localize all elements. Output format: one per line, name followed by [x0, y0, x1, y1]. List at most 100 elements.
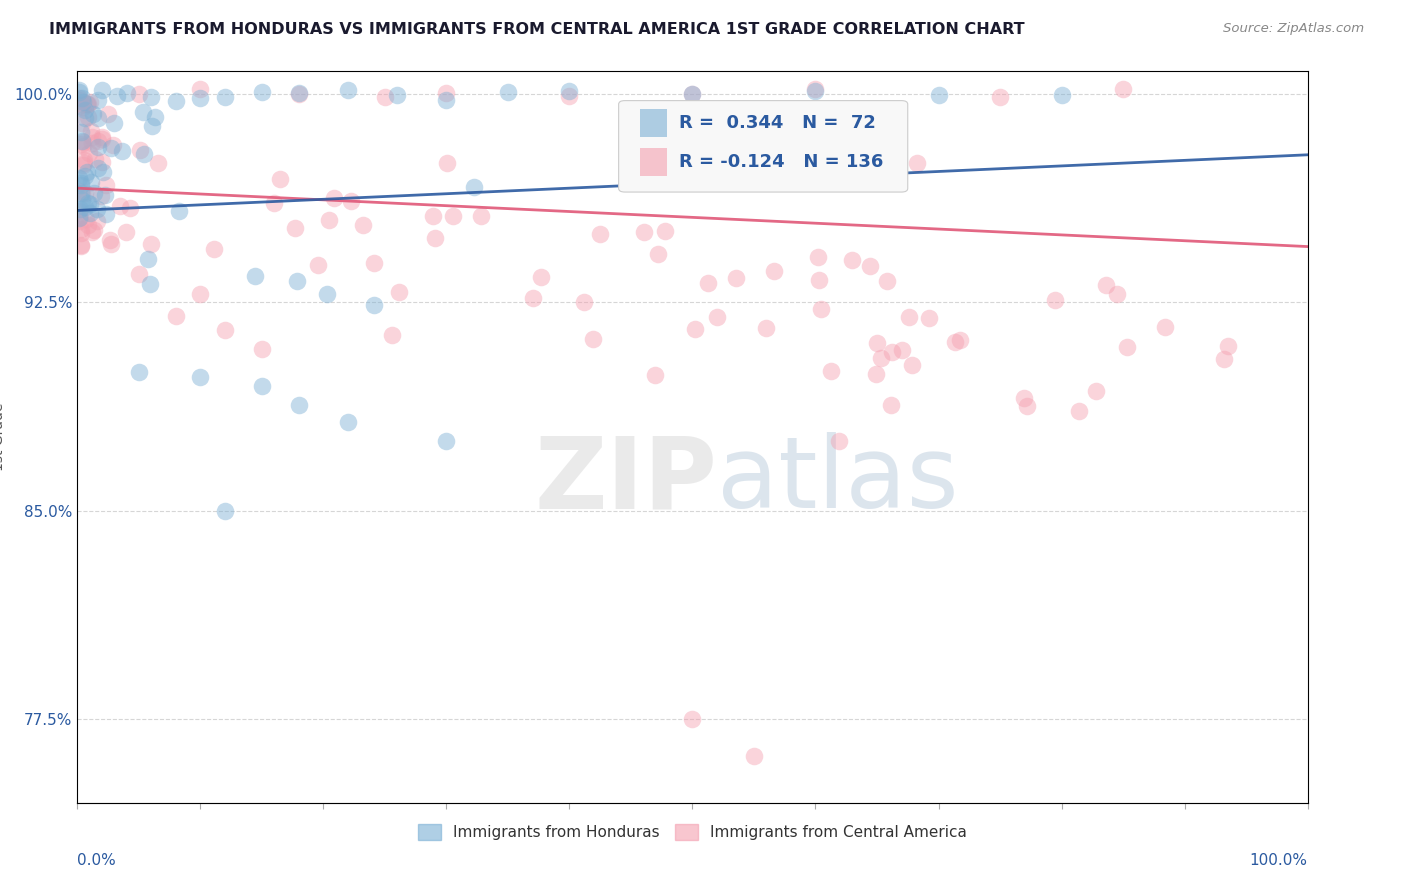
Point	[82, 136, 104, 151]
Point	[70, 97, 93, 112]
Point	[307, 258, 329, 272]
Point	[114, 225, 136, 239]
Point	[75, 200, 97, 214]
Point	[129, 144, 152, 158]
Point	[67, 203, 90, 218]
Point	[98, 233, 121, 247]
Point	[901, 358, 924, 372]
Point	[388, 285, 411, 300]
Legend: Immigrants from Honduras, Immigrants from Central America: Immigrants from Honduras, Immigrants fro…	[412, 818, 973, 847]
Point	[422, 209, 444, 223]
Point	[558, 84, 581, 98]
Point	[67, 85, 90, 99]
Point	[898, 310, 921, 324]
Point	[250, 378, 273, 392]
Point	[72, 135, 94, 149]
Text: 100.0%: 100.0%	[1250, 853, 1308, 868]
Bar	[640, 110, 666, 137]
Point	[1112, 81, 1135, 95]
Point	[876, 274, 898, 288]
Point	[807, 250, 830, 264]
Point	[128, 365, 150, 379]
Point	[148, 156, 170, 170]
Point	[72, 101, 94, 115]
Point	[706, 310, 728, 324]
Point	[75, 111, 97, 125]
Point	[75, 211, 97, 226]
Point	[82, 129, 104, 144]
Point	[70, 221, 93, 235]
Point	[589, 227, 612, 241]
Point	[214, 90, 236, 104]
Point	[76, 195, 98, 210]
Point	[80, 175, 103, 189]
Point	[87, 111, 110, 125]
Point	[69, 176, 91, 190]
Point	[352, 218, 374, 232]
Point	[685, 321, 707, 335]
Point	[67, 91, 90, 105]
Point	[522, 291, 544, 305]
Point	[470, 209, 492, 223]
Point	[288, 87, 311, 101]
Point	[82, 107, 104, 121]
Point	[70, 134, 93, 148]
Bar	[640, 148, 666, 176]
Point	[288, 86, 311, 100]
Point	[1154, 319, 1177, 334]
Text: Source: ZipAtlas.com: Source: ZipAtlas.com	[1223, 22, 1364, 36]
Point	[115, 87, 138, 101]
Point	[340, 194, 363, 208]
Point	[100, 141, 122, 155]
Point	[90, 188, 112, 202]
Point	[141, 237, 163, 252]
Text: ZIP: ZIP	[534, 433, 717, 530]
Point	[810, 302, 832, 317]
Point	[72, 95, 94, 109]
Point	[139, 277, 162, 292]
Text: atlas: atlas	[717, 433, 959, 530]
Point	[87, 135, 110, 149]
Point	[132, 147, 155, 161]
Point	[285, 275, 308, 289]
Point	[1015, 399, 1038, 413]
Point	[83, 186, 105, 201]
Point	[165, 309, 187, 323]
Point	[76, 97, 98, 112]
Point	[82, 225, 104, 239]
Point	[118, 201, 141, 215]
Point	[83, 223, 105, 237]
Point	[79, 196, 101, 211]
Point	[828, 434, 851, 449]
Point	[530, 269, 553, 284]
Point	[79, 95, 101, 109]
Point	[1094, 278, 1116, 293]
Point	[682, 87, 704, 102]
Point	[69, 214, 91, 228]
Point	[76, 97, 98, 112]
Point	[105, 89, 128, 103]
Point	[73, 153, 96, 167]
Point	[67, 93, 90, 107]
Point	[363, 256, 385, 270]
Point	[188, 286, 212, 301]
Point	[820, 364, 842, 378]
Point	[70, 239, 93, 253]
Point	[93, 187, 115, 202]
Point	[72, 186, 94, 200]
Point	[70, 238, 93, 252]
Point	[496, 85, 519, 99]
Point	[928, 88, 950, 103]
Point	[70, 137, 93, 152]
Point	[943, 335, 966, 350]
Point	[682, 87, 704, 102]
Text: IMMIGRANTS FROM HONDURAS VS IMMIGRANTS FROM CENTRAL AMERICA 1ST GRADE CORRELATIO: IMMIGRANTS FROM HONDURAS VS IMMIGRANTS F…	[49, 22, 1025, 37]
Point	[70, 91, 93, 105]
Point	[647, 247, 669, 261]
Point	[70, 125, 93, 139]
Point	[1107, 287, 1129, 301]
Point	[1115, 340, 1137, 354]
Point	[72, 139, 94, 153]
Point	[558, 88, 581, 103]
Point	[76, 96, 98, 111]
